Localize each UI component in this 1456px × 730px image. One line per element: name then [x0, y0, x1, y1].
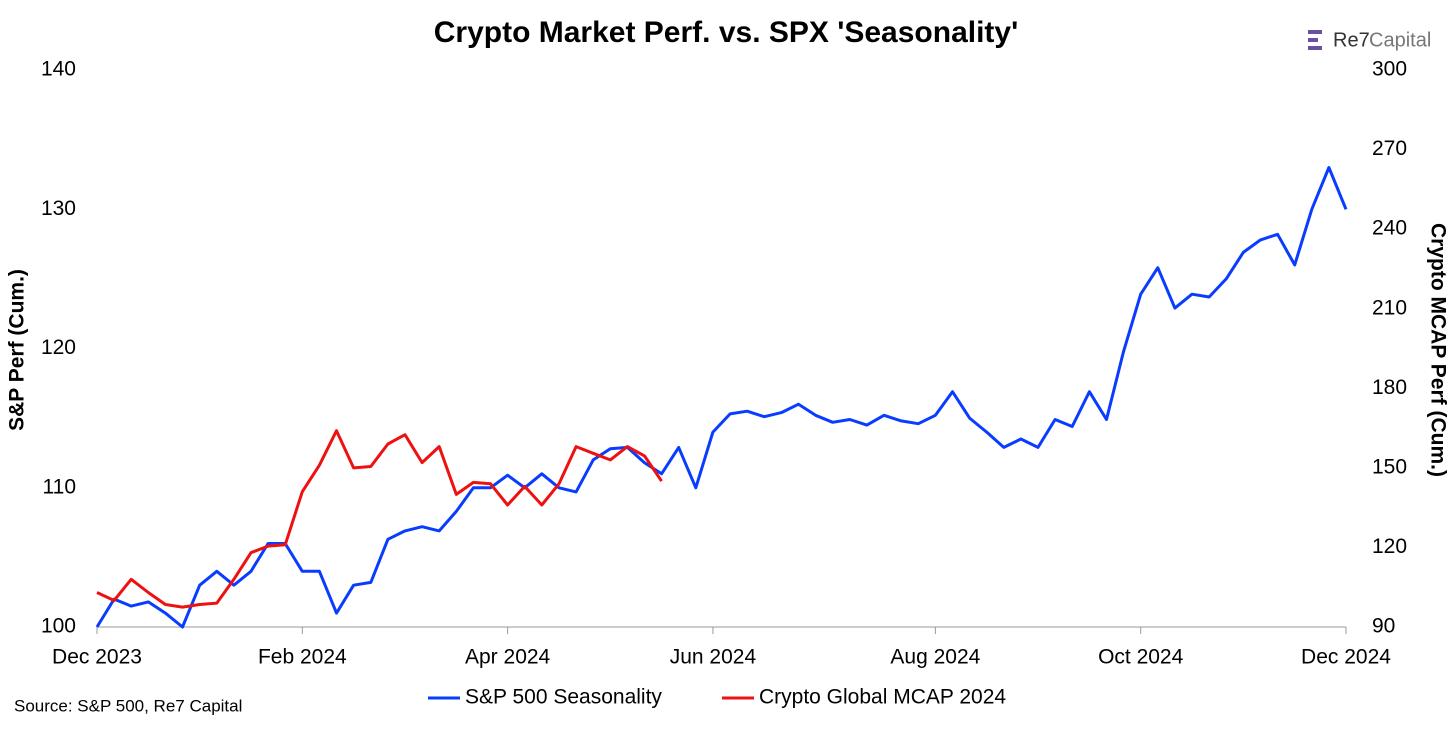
- y-tick-label: 140: [41, 58, 76, 81]
- legend-label: S&P 500 Seasonality: [465, 686, 662, 709]
- logo-icon: [1308, 38, 1318, 42]
- chart-title: Crypto Market Perf. vs. SPX 'Seasonality…: [434, 16, 1019, 49]
- y2-tick-label: 120: [1372, 535, 1407, 558]
- y2-axis-title: Crypto MCAP Perf (Cum.): [1426, 223, 1449, 477]
- x-tick-label: Dec 2023: [52, 646, 142, 669]
- y-tick-label: 120: [41, 336, 76, 359]
- logo-text: Capital: [1369, 29, 1431, 51]
- x-tick-label: Oct 2024: [1098, 646, 1184, 669]
- source-note: Source: S&P 500, Re7 Capital: [14, 696, 242, 715]
- x-tick-label: Feb 2024: [258, 646, 347, 669]
- y-tick-label: 130: [41, 197, 76, 220]
- x-tick-label: Apr 2024: [465, 646, 551, 669]
- y2-tick-label: 210: [1372, 296, 1407, 319]
- series-line: [95, 166, 1348, 629]
- legend-label: Crypto Global MCAP 2024: [759, 686, 1006, 709]
- logo-icon: [1308, 46, 1322, 50]
- y-tick-label: 110: [43, 475, 76, 498]
- y-tick-label: 100: [41, 615, 76, 638]
- y2-tick-label: 240: [1372, 217, 1407, 240]
- y2-tick-label: 90: [1372, 615, 1395, 638]
- logo-icon: [1308, 30, 1322, 34]
- x-tick-label: Jun 2024: [670, 646, 757, 669]
- logo: Re7 Capital: [1308, 29, 1431, 51]
- y2-tick-label: 270: [1372, 137, 1407, 160]
- y2-tick-label: 180: [1372, 376, 1407, 399]
- x-tick-label: Aug 2024: [890, 646, 980, 669]
- series-line: [96, 429, 663, 609]
- y2-tick-label: 150: [1372, 455, 1407, 478]
- y2-tick-label: 300: [1372, 58, 1407, 81]
- logo-text: Re7: [1333, 29, 1370, 51]
- y-axis-title: S&P Perf (Cum.): [6, 269, 29, 431]
- x-tick-label: Dec 2024: [1301, 646, 1391, 669]
